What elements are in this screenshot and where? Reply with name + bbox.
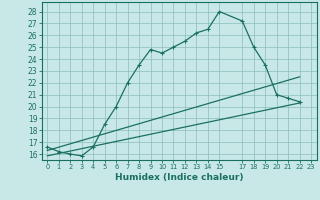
X-axis label: Humidex (Indice chaleur): Humidex (Indice chaleur) [115,173,244,182]
